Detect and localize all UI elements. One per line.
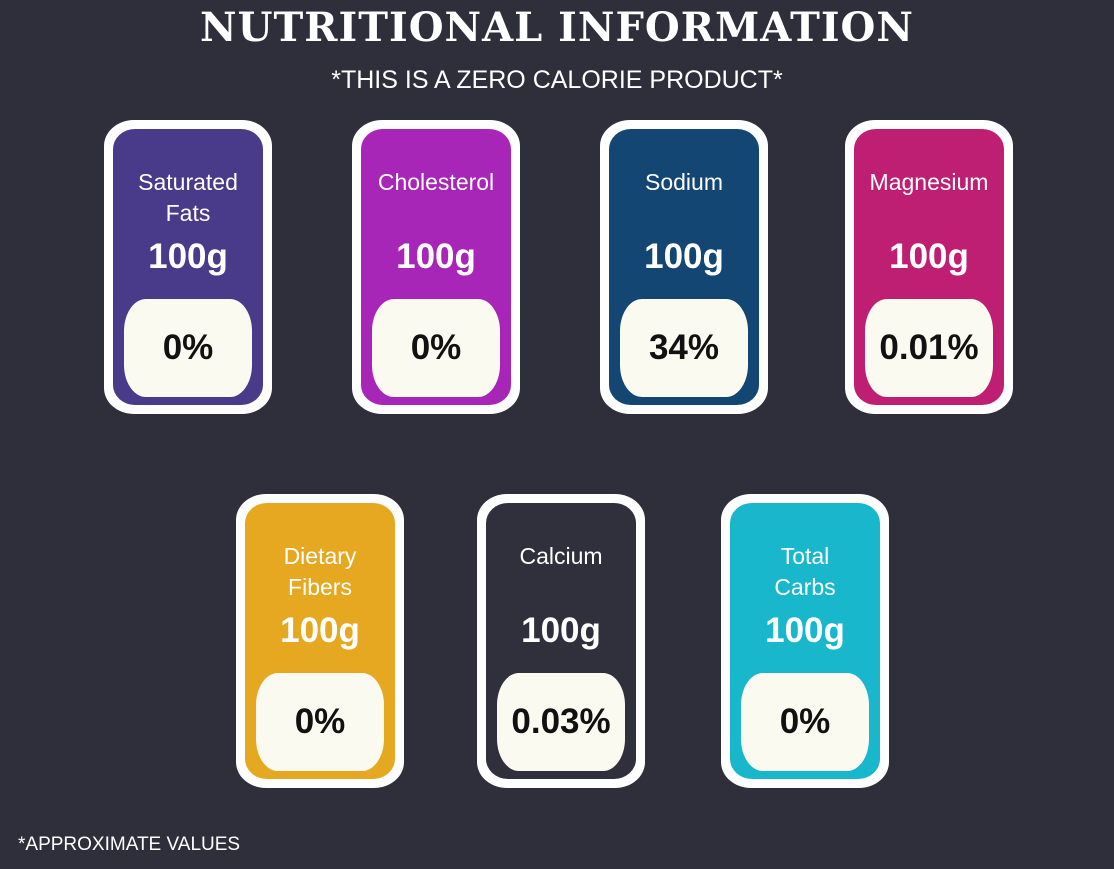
nutrient-percent: 0% [410, 328, 462, 367]
card-body: Magnesium 100g 0.01% [854, 129, 1004, 405]
nutrient-percent: 0% [294, 702, 346, 741]
card-body: Dietary Fibers 100g 0% [245, 503, 395, 779]
percent-panel: 0% [256, 673, 384, 771]
percent-panel: 34% [620, 299, 748, 397]
card-body: Calcium 100g 0.03% [486, 503, 636, 779]
card-body: Sodium 100g 34% [609, 129, 759, 405]
nutrient-amount: 100g [148, 237, 228, 276]
nutrient-amount: 100g [765, 611, 845, 650]
nutrient-name: Cholesterol [377, 169, 495, 195]
nutrient-name: Magnesium [869, 169, 989, 195]
nutrient-amount: 100g [521, 611, 601, 650]
percent-panel: 0.03% [497, 673, 625, 771]
card-body: Total Carbs 100g 0% [730, 503, 880, 779]
nutrient-amount: 100g [889, 237, 969, 276]
nutrient-name: Total Carbs [774, 543, 836, 600]
percent-panel: 0.01% [865, 299, 993, 397]
footnote: *APPROXIMATE VALUES [18, 834, 241, 855]
nutrient-name: Saturated Fats [138, 169, 238, 226]
page-subtitle: *THIS IS A ZERO CALORIE PRODUCT* [331, 66, 783, 94]
card-body: Saturated Fats 100g 0% [113, 129, 263, 405]
nutrient-percent: 34% [648, 328, 720, 367]
nutrient-name: Calcium [519, 543, 603, 569]
nutrient-name: Dietary Fibers [283, 543, 357, 600]
percent-panel: 0% [124, 299, 252, 397]
nutrient-card-cholesterol: Cholesterol 100g 0% [352, 120, 520, 414]
nutrient-amount: 100g [396, 237, 476, 276]
percent-panel: 0% [372, 299, 500, 397]
nutrient-amount: 100g [644, 237, 724, 276]
nutrient-name: Sodium [645, 169, 723, 195]
nutrient-percent: 0.03% [511, 702, 611, 741]
nutrient-card-magnesium: Magnesium 100g 0.01% [845, 120, 1013, 414]
page-title: NUTRITIONAL INFORMATION [200, 4, 914, 51]
nutrient-card-sodium: Sodium 100g 34% [600, 120, 768, 414]
card-body: Cholesterol 100g 0% [361, 129, 511, 405]
nutrient-percent: 0% [162, 328, 214, 367]
nutrient-card-dietary-fibers: Dietary Fibers 100g 0% [236, 494, 404, 788]
nutrient-card-total-carbs: Total Carbs 100g 0% [721, 494, 889, 788]
percent-panel: 0% [741, 673, 869, 771]
nutrient-percent: 0% [779, 702, 831, 741]
nutrient-amount: 100g [280, 611, 360, 650]
nutrient-percent: 0.01% [879, 328, 979, 367]
nutrient-card-saturated-fats: Saturated Fats 100g 0% [104, 120, 272, 414]
nutrient-card-calcium: Calcium 100g 0.03% [477, 494, 645, 788]
